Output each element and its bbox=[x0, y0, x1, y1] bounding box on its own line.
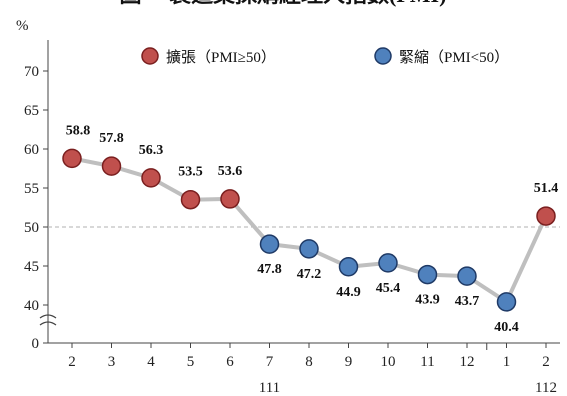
axis-break-marks bbox=[39, 314, 57, 326]
y-tick-label: 60 bbox=[24, 142, 39, 158]
legend-label: 緊縮（PMI<50） bbox=[399, 49, 509, 66]
y-tick-label: 55 bbox=[24, 181, 39, 197]
data-label: 44.9 bbox=[336, 285, 361, 300]
data-label: 56.3 bbox=[139, 143, 164, 158]
contraction-point bbox=[259, 234, 280, 254]
x-tick-label: 8 bbox=[305, 354, 313, 370]
contraction-point bbox=[417, 264, 438, 285]
axis-break-upper bbox=[39, 314, 57, 319]
x-tick-label: 3 bbox=[108, 354, 116, 370]
contraction-point bbox=[457, 266, 477, 286]
x-tick-label: 10 bbox=[381, 354, 396, 370]
data-label: 58.8 bbox=[66, 123, 91, 138]
expansion-point bbox=[180, 189, 201, 210]
expansion-point bbox=[62, 148, 82, 169]
y-tick-label: 50 bbox=[24, 220, 39, 236]
data-label: 45.4 bbox=[376, 281, 401, 296]
contraction-point bbox=[496, 292, 517, 312]
data-label: 43.9 bbox=[415, 293, 440, 308]
year-label: 111 bbox=[259, 380, 280, 396]
x-tick-label: 6 bbox=[226, 354, 234, 370]
y-tick-label: 65 bbox=[24, 103, 39, 119]
x-tick-label: 2 bbox=[542, 354, 550, 370]
y-tick-label: 45 bbox=[24, 259, 39, 275]
data-label: 53.6 bbox=[218, 164, 243, 179]
x-tick-label: 2 bbox=[68, 354, 76, 370]
contraction-point bbox=[299, 239, 319, 259]
expansion-point bbox=[536, 206, 556, 226]
legend-label: 擴張（PMI≥50） bbox=[166, 49, 276, 66]
legend-marker bbox=[374, 47, 392, 65]
data-label: 53.5 bbox=[178, 165, 203, 180]
contraction-point bbox=[338, 257, 359, 277]
contraction-point bbox=[378, 253, 398, 273]
x-tick-label: 5 bbox=[187, 354, 195, 370]
data-label: 47.2 bbox=[297, 267, 322, 282]
x-tick-label: 1 bbox=[503, 354, 511, 370]
chart-title: 圖一 製造業採購經理人指數(PMI) bbox=[120, 0, 447, 7]
expansion-point bbox=[141, 168, 161, 188]
y-tick-label: 40 bbox=[24, 298, 39, 314]
data-label: 40.4 bbox=[494, 320, 519, 335]
y-axis-unit-label: % bbox=[16, 18, 29, 34]
data-label: 57.8 bbox=[99, 131, 124, 146]
expansion-point bbox=[220, 189, 240, 209]
x-tick-label: 4 bbox=[147, 354, 155, 370]
legend-entry: 擴張（PMI≥50） bbox=[141, 47, 276, 66]
data-label: 51.4 bbox=[534, 181, 559, 196]
y-tick-label: 0 bbox=[32, 336, 40, 352]
expansion-point bbox=[101, 156, 122, 176]
x-tick-label: 12 bbox=[460, 354, 475, 370]
data-label: 43.7 bbox=[455, 294, 480, 309]
x-tick-label: 11 bbox=[420, 354, 434, 370]
x-tick-label: 9 bbox=[345, 354, 353, 370]
data-label: 47.8 bbox=[257, 262, 282, 277]
legend-marker bbox=[141, 47, 159, 65]
y-tick-label: 70 bbox=[24, 64, 39, 80]
x-tick-label: 7 bbox=[266, 354, 274, 370]
year-label: 112 bbox=[535, 380, 557, 396]
axis-break-lower bbox=[39, 321, 57, 326]
legend-entry: 緊縮（PMI<50） bbox=[374, 47, 509, 66]
